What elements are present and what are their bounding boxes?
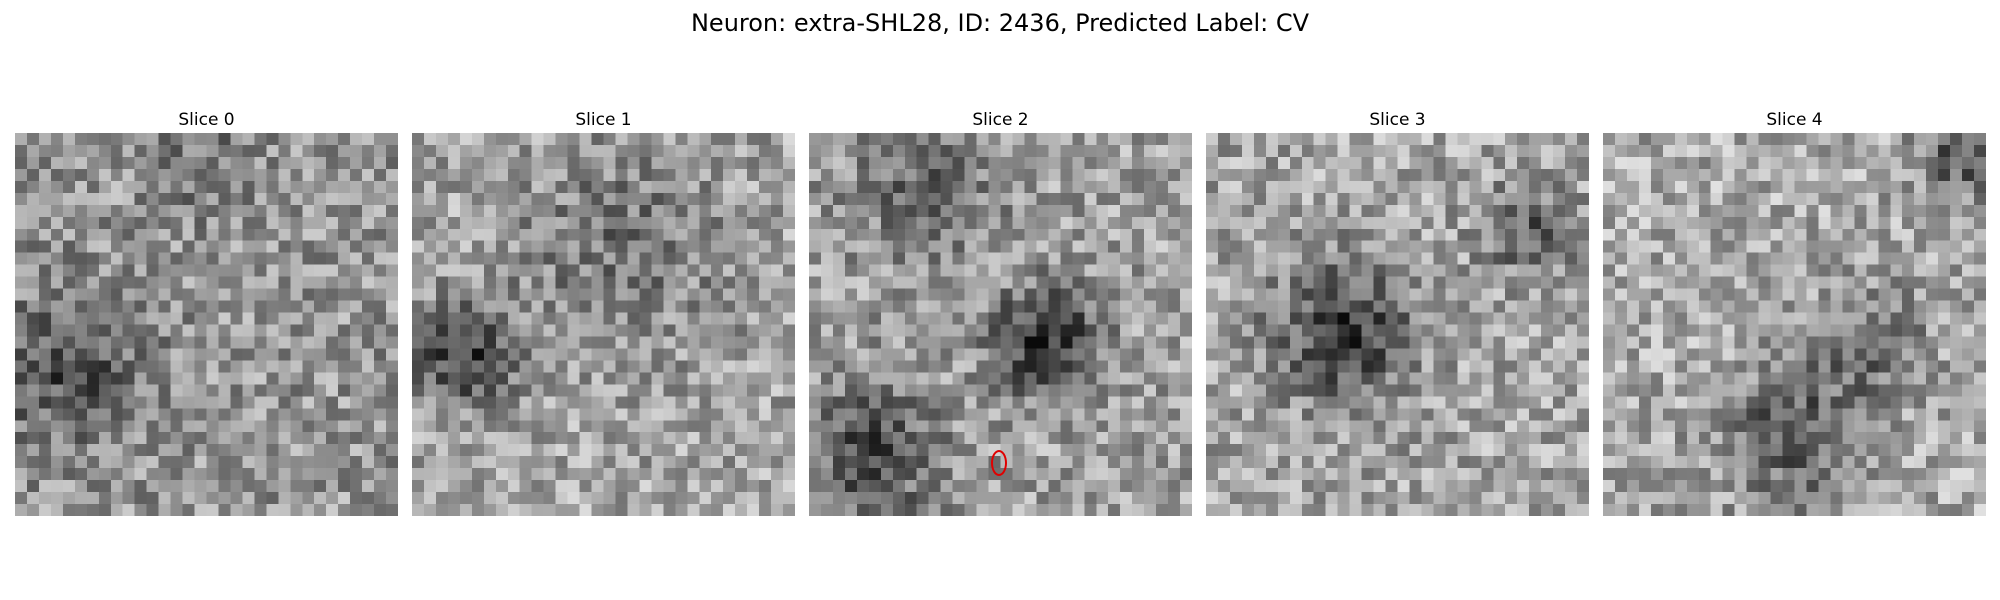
slice-title: Slice 0 xyxy=(178,110,235,130)
slice-image xyxy=(1603,133,1986,516)
slice-panel-0: Slice 0 xyxy=(15,107,398,516)
slice-panel-4: Slice 4 xyxy=(1603,107,1986,516)
slice-title: Slice 4 xyxy=(1766,110,1823,130)
slice-panel-2: Slice 2 xyxy=(809,107,1192,516)
slice-image xyxy=(15,133,398,516)
figure-title: Neuron: extra-SHL28, ID: 2436, Predicted… xyxy=(690,9,1310,37)
slice-title: Slice 2 xyxy=(972,110,1029,130)
slice-title: Slice 1 xyxy=(575,110,632,130)
slice-image xyxy=(412,133,795,516)
neuron-location-marker xyxy=(991,450,1007,476)
slice-image xyxy=(1206,133,1589,516)
slice-panel-1: Slice 1 xyxy=(412,107,795,516)
slice-title: Slice 3 xyxy=(1369,110,1426,130)
slice-panel-3: Slice 3 xyxy=(1206,107,1589,516)
